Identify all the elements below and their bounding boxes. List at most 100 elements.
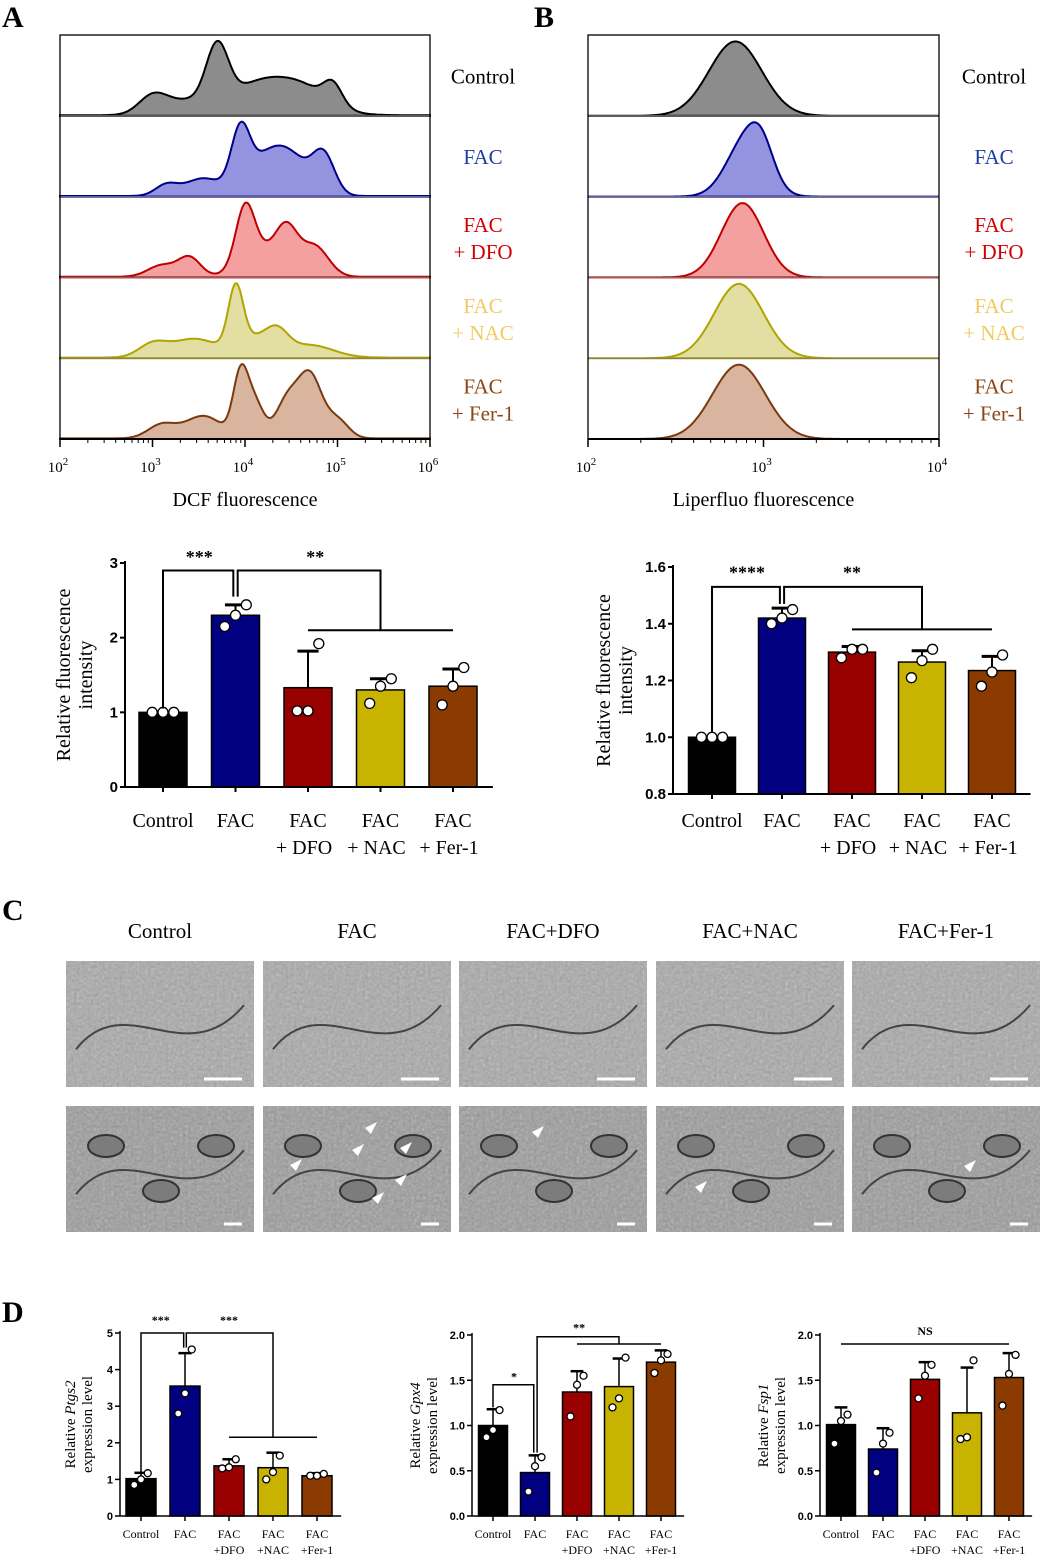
data-point: [927, 1360, 936, 1370]
histogram-legend-label: + DFO: [453, 240, 512, 264]
x-category-label: FAC: [914, 1527, 936, 1541]
y-tick-label: 5: [107, 1328, 113, 1340]
y-tick-label: 0.5: [798, 1466, 813, 1478]
data-point: [364, 697, 376, 710]
em-image-low-mag-4: [852, 961, 1040, 1087]
membrane: [272, 1149, 442, 1195]
histogram-legend-label: FAC: [463, 294, 502, 318]
y-tick-label: 2.0: [450, 1330, 465, 1342]
significance-label: NS: [917, 1324, 933, 1338]
arrowhead-marker: [372, 1192, 384, 1204]
membrane: [861, 1004, 1031, 1050]
membrane: [75, 1004, 245, 1050]
tick-exponent: 3: [766, 456, 772, 468]
data-point: [224, 1463, 234, 1472]
bar-3: [897, 661, 947, 795]
data-point: [374, 680, 387, 692]
significance-bracket: [536, 1336, 620, 1453]
x-category-label: FAC: [650, 1527, 672, 1541]
data-point: [776, 612, 788, 624]
membrane: [861, 1149, 1031, 1195]
tick-exponent: 4: [248, 456, 254, 468]
data-point: [143, 1469, 152, 1478]
x-tick-label: 104: [233, 456, 254, 476]
x-category-label: FAC: [608, 1527, 630, 1541]
mitochondrion: [732, 1179, 770, 1203]
x-category-label: FAC: [174, 1527, 196, 1541]
mitochondrion: [590, 1134, 628, 1158]
y-axis-label: Relative fluorescenceintensity: [53, 589, 97, 762]
histogram-legend-label: + Fer-1: [963, 402, 1025, 426]
data-point: [530, 1462, 540, 1471]
micrograph-texture: [66, 1106, 254, 1232]
y-tick-label: 0.8: [645, 786, 666, 803]
micrograph-texture: [459, 1106, 647, 1232]
data-point: [1004, 1369, 1014, 1379]
histogram-legend-label: Control: [962, 64, 1026, 88]
x-category-label: FAC: [763, 810, 800, 832]
bar-0: [138, 711, 188, 788]
bar-1: [519, 1471, 551, 1517]
y-tick-label: 1.4: [645, 616, 667, 633]
data-point: [291, 705, 303, 717]
bar-4: [993, 1376, 1025, 1517]
y-tick-label: 0: [107, 1511, 113, 1523]
significance-label: ***: [186, 547, 213, 567]
bar-3: [355, 689, 406, 788]
data-point: [786, 603, 799, 616]
histogram-legend-label: FAC: [974, 294, 1013, 318]
mitochondrion: [535, 1179, 573, 1203]
histogram-trace-2: [59, 201, 431, 279]
tick-base: 10: [576, 460, 591, 476]
x-category-label: + DFO: [276, 837, 332, 859]
data-point: [306, 1471, 315, 1480]
x-category-label: + Fer-1: [419, 837, 478, 859]
em-column-title: Control: [128, 919, 192, 943]
data-point: [488, 1425, 498, 1435]
x-category-label: Control: [123, 1527, 160, 1541]
x-category-label: FAC: [956, 1527, 978, 1541]
significance-bracket: [783, 585, 923, 630]
data-point: [998, 1401, 1007, 1410]
data-point: [302, 705, 314, 717]
significance-bracket: [236, 569, 382, 631]
data-point: [962, 1433, 972, 1442]
mitochondrion: [928, 1179, 966, 1203]
data-point: [447, 680, 459, 692]
data-point: [975, 680, 988, 692]
histogram-legend-label: FAC: [974, 145, 1013, 169]
y-axis-label-line2: expression level: [80, 1376, 96, 1473]
bar-4: [428, 685, 478, 788]
histogram-legend-label: FAC: [974, 375, 1013, 399]
x-category-label: FAC: [833, 810, 870, 832]
significance-label: **: [573, 1320, 585, 1334]
arrowhead-marker: [964, 1160, 976, 1172]
micrograph-texture: [656, 1106, 844, 1232]
x-tick-label: 103: [751, 456, 772, 476]
bar-2: [827, 651, 877, 795]
data-point: [229, 609, 242, 621]
y-axis-label: Relative Ptgs2: [63, 1380, 79, 1468]
y-tick-label: 1.5: [798, 1375, 813, 1387]
tick-base: 10: [140, 460, 155, 476]
data-point: [579, 1371, 588, 1380]
mitochondrion: [339, 1179, 377, 1203]
B-bar-bar-chart: 0.8 1.0 1.2 1.4 1.6 Control FAC FAC + DFO FAC + NA…: [593, 559, 1031, 859]
x-category-label: FAC: [306, 1527, 328, 1541]
x-category-label: +NAC: [951, 1543, 983, 1557]
em-column-title: FAC+NAC: [702, 919, 797, 943]
data-point: [268, 1467, 278, 1477]
data-point: [846, 643, 858, 655]
x-category-label: FAC: [872, 1527, 894, 1541]
tick-base: 10: [325, 460, 340, 476]
em-column-title: FAC: [337, 919, 376, 943]
y-tick-label: 1.0: [798, 1421, 813, 1433]
arrowhead-marker: [365, 1122, 377, 1134]
y-tick-label: 1.0: [450, 1421, 465, 1433]
histogram-trace-1: [59, 120, 431, 198]
data-point: [275, 1451, 284, 1460]
data-point: [537, 1453, 546, 1462]
histogram-legend-label: Control: [451, 64, 515, 88]
y-tick-label: 3: [110, 555, 118, 572]
x-category-label: FAC: [362, 810, 399, 832]
